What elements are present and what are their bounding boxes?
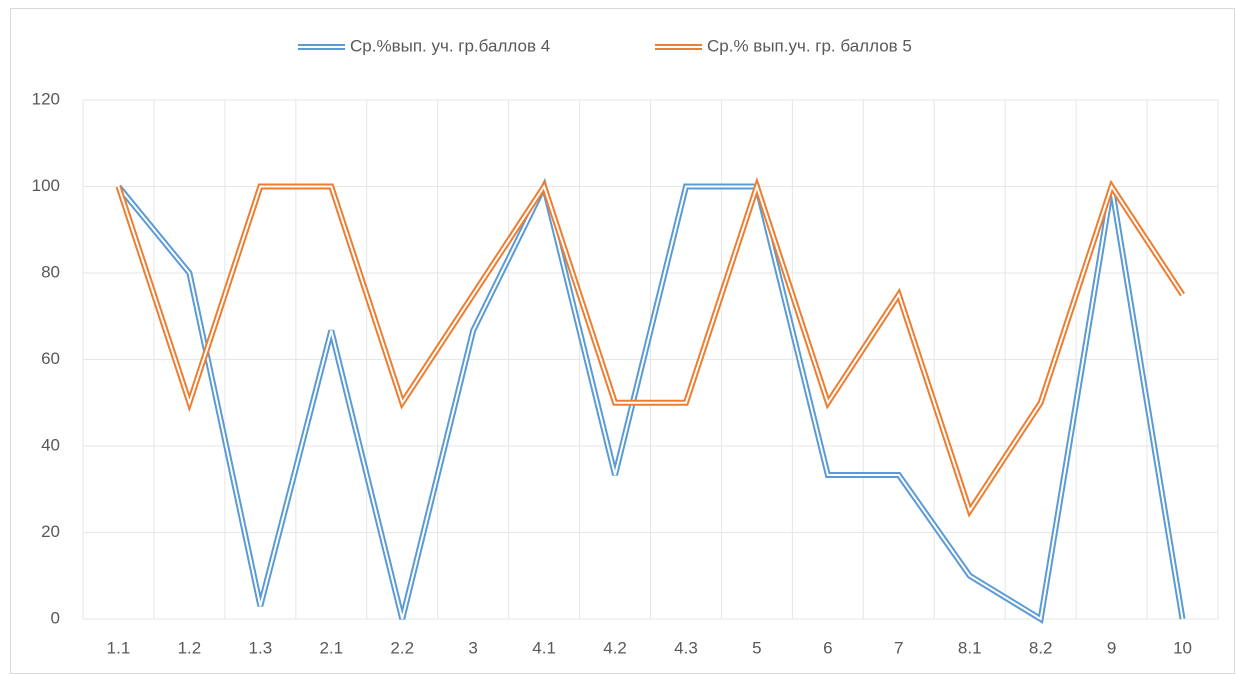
y-tick-label: 80 [41, 262, 60, 281]
y-tick-label: 40 [41, 435, 60, 454]
x-tick-label: 4.1 [532, 638, 556, 657]
y-tick-label: 20 [41, 522, 60, 541]
y-tick-label: 100 [32, 176, 60, 195]
x-tick-label: 1.3 [249, 638, 273, 657]
x-tick-label: 2.1 [319, 638, 343, 657]
series-line-inner [117, 183, 1184, 621]
x-tick-label: 3 [468, 638, 477, 657]
x-tick-label: 1.2 [178, 638, 202, 657]
x-tick-label: 7 [894, 638, 903, 657]
x-tick-label: 6 [823, 638, 832, 657]
x-tick-label: 4.3 [674, 638, 698, 657]
y-tick-label: 0 [51, 608, 60, 627]
series-line-inner [117, 183, 1184, 514]
chart-border [10, 8, 1235, 674]
x-tick-label: 8.1 [958, 638, 982, 657]
x-tick-label: 5 [752, 638, 761, 657]
x-tick-label: 1.1 [107, 638, 131, 657]
legend-label: Ср.%вып. уч. гр.баллов 4 [350, 36, 550, 55]
y-tick-label: 60 [41, 349, 60, 368]
x-tick-label: 8.2 [1029, 638, 1053, 657]
y-tick-label: 120 [32, 89, 60, 108]
x-tick-label: 2.2 [390, 638, 414, 657]
x-tick-label: 4.2 [603, 638, 627, 657]
legend-label: Ср.% вып.уч. гр. баллов 5 [707, 36, 912, 55]
x-tick-label: 9 [1107, 638, 1116, 657]
x-tick-label: 10 [1173, 638, 1192, 657]
